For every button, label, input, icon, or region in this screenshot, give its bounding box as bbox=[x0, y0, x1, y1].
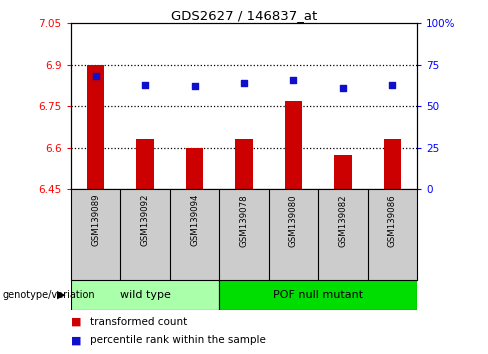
Text: GSM139080: GSM139080 bbox=[289, 194, 298, 246]
Title: GDS2627 / 146837_at: GDS2627 / 146837_at bbox=[171, 9, 317, 22]
Text: ▶: ▶ bbox=[57, 290, 65, 300]
Text: wild type: wild type bbox=[120, 290, 170, 300]
Bar bbox=[219, 280, 417, 310]
Point bbox=[191, 84, 199, 89]
Text: ■: ■ bbox=[71, 317, 81, 327]
Text: GSM139086: GSM139086 bbox=[388, 194, 397, 246]
Text: GSM139078: GSM139078 bbox=[240, 194, 248, 246]
Text: GSM139092: GSM139092 bbox=[141, 194, 149, 246]
Point bbox=[92, 73, 100, 79]
Point bbox=[289, 77, 297, 82]
Bar bbox=[334, 155, 352, 189]
Text: POF null mutant: POF null mutant bbox=[273, 290, 363, 300]
Bar bbox=[71, 280, 219, 310]
Text: ■: ■ bbox=[71, 335, 81, 345]
Text: GSM139082: GSM139082 bbox=[339, 194, 347, 246]
Bar bbox=[186, 148, 203, 189]
Bar bbox=[235, 139, 253, 189]
Text: transformed count: transformed count bbox=[90, 317, 187, 327]
Bar bbox=[384, 139, 401, 189]
Point bbox=[141, 82, 149, 87]
Text: percentile rank within the sample: percentile rank within the sample bbox=[90, 335, 266, 345]
Bar bbox=[136, 139, 154, 189]
Text: genotype/variation: genotype/variation bbox=[2, 290, 95, 300]
Bar bbox=[285, 101, 302, 189]
Bar bbox=[87, 65, 104, 189]
Point bbox=[240, 80, 248, 86]
Point bbox=[339, 85, 347, 91]
Text: GSM139094: GSM139094 bbox=[190, 194, 199, 246]
Point bbox=[388, 82, 396, 87]
Text: GSM139089: GSM139089 bbox=[91, 194, 100, 246]
